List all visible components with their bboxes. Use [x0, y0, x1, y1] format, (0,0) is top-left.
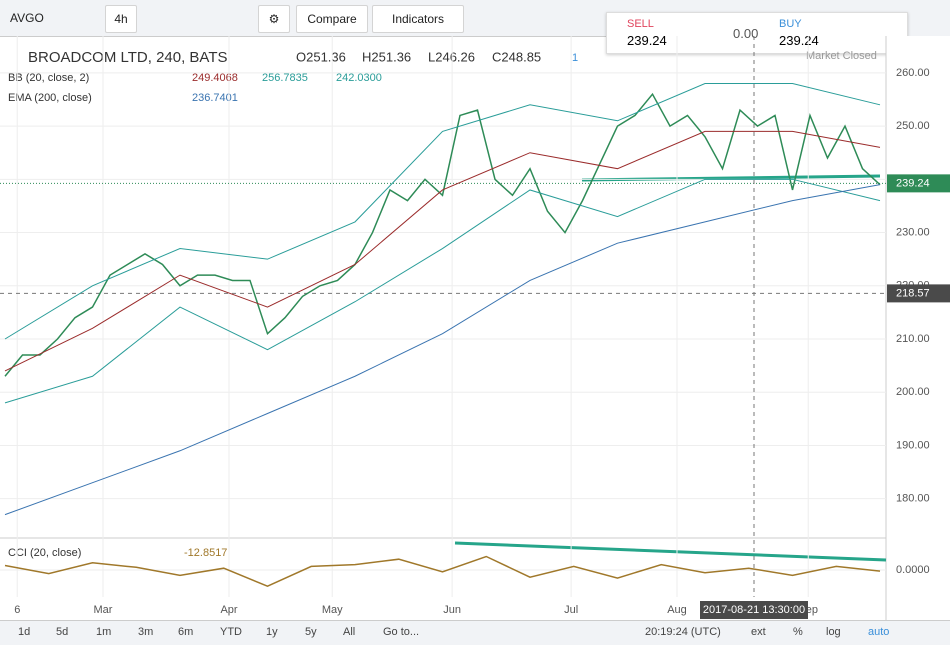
indicators-button[interactable]: Indicators	[372, 5, 464, 33]
y-tick-label: 250.00	[896, 120, 930, 132]
market-status: Market Closed	[806, 50, 877, 62]
goto-button[interactable]: Go to...	[383, 626, 420, 638]
range-button[interactable]: All	[343, 626, 356, 638]
y-tick-label: 180.00	[896, 493, 930, 505]
price-tag	[887, 174, 950, 193]
x-tick-label: May	[322, 604, 343, 616]
trend-line	[454, 541, 887, 562]
range-button[interactable]: 1y	[266, 626, 278, 638]
range-button[interactable]: 3m	[138, 626, 154, 638]
scale-option[interactable]: log	[826, 626, 841, 638]
settings-button[interactable]: ⚙	[258, 5, 290, 33]
series-line	[4, 555, 881, 588]
crosshair-x-label: 2017-08-21 13:30:00	[703, 604, 805, 616]
bb-value: 249.4068	[192, 72, 238, 84]
series-line	[4, 178, 881, 404]
sell-label[interactable]: SELL	[627, 18, 654, 30]
crosshair-price-label: 218.57	[896, 287, 930, 299]
legend-title: BROADCOM LTD, 240, BATS	[28, 49, 228, 66]
range-button[interactable]: 5y	[305, 626, 317, 638]
bottom-bar: 1d 5d 1m 3m 6m YTD 1y 5y All Go to... 20:19:24 (UT…	[0, 620, 950, 645]
legend-low: L246.26	[428, 49, 475, 64]
y-tick-label: 0.0000	[896, 564, 930, 576]
legend-high: H251.36	[362, 49, 411, 64]
buy-label[interactable]: BUY	[779, 18, 802, 30]
sell-price[interactable]: 239.24	[627, 33, 667, 48]
x-tick-label: Jun	[443, 604, 461, 616]
y-tick-label: 200.00	[896, 386, 930, 398]
range-button[interactable]: YTD	[220, 626, 242, 638]
y-tick-label: 210.00	[896, 333, 930, 345]
symbol[interactable]: AVGO	[10, 11, 44, 25]
trade-panel: SELL 239.24 0.00 BUY 239.24	[606, 12, 908, 54]
price-axis	[886, 36, 950, 620]
series-line	[4, 92, 881, 377]
alert-count: 1	[572, 52, 578, 64]
scale-option[interactable]: %	[793, 626, 803, 638]
ema-name: EMA (200, close)	[8, 92, 92, 104]
bb-name: BB (20, close, 2)	[8, 72, 89, 84]
legend-close: C248.85	[492, 49, 541, 64]
buy-price[interactable]: 239.24	[779, 33, 819, 48]
legend-open: O251.36	[296, 49, 346, 64]
crosshair-tag	[887, 284, 950, 303]
interval[interactable]: 4h	[105, 5, 137, 33]
range-button[interactable]: 5d	[56, 626, 69, 638]
x-tick-label: Apr	[220, 604, 237, 616]
chart: BROADCOM LTD, 240, BATS O251.36 H251.36 …	[0, 36, 950, 620]
spread: 0.00	[733, 26, 759, 41]
range-button[interactable]: 1d	[18, 626, 31, 638]
y-tick-label: 260.00	[896, 67, 930, 79]
series-line	[4, 184, 881, 516]
scale-option[interactable]: auto	[868, 626, 890, 638]
clock[interactable]: 20:19:24 (UTC)	[645, 626, 721, 638]
x-tick-label: Mar	[94, 604, 113, 616]
series-line	[4, 130, 881, 372]
crosshair-x-tag	[700, 601, 808, 619]
x-tick-label: Jul	[564, 604, 578, 616]
range-button[interactable]: 1m	[96, 626, 112, 638]
compare-button[interactable]: Compare	[296, 5, 368, 33]
y-tick-label: 230.00	[896, 226, 930, 238]
price-label: 239.24	[896, 177, 930, 189]
range-button[interactable]: 6m	[178, 626, 194, 638]
y-tick-label: 190.00	[896, 439, 930, 451]
scale-option[interactable]: ext	[751, 626, 766, 638]
x-tick-label: Aug	[667, 604, 687, 616]
cci-value: -12.8517	[184, 547, 227, 559]
cci-name: CCI (20, close)	[8, 547, 81, 559]
bb-value: 256.7835	[262, 72, 308, 84]
ema-value: 236.7401	[192, 92, 238, 104]
series-line	[4, 83, 881, 340]
bb-value: 242.0300	[336, 72, 382, 84]
x-tick-label: 6	[14, 604, 20, 616]
